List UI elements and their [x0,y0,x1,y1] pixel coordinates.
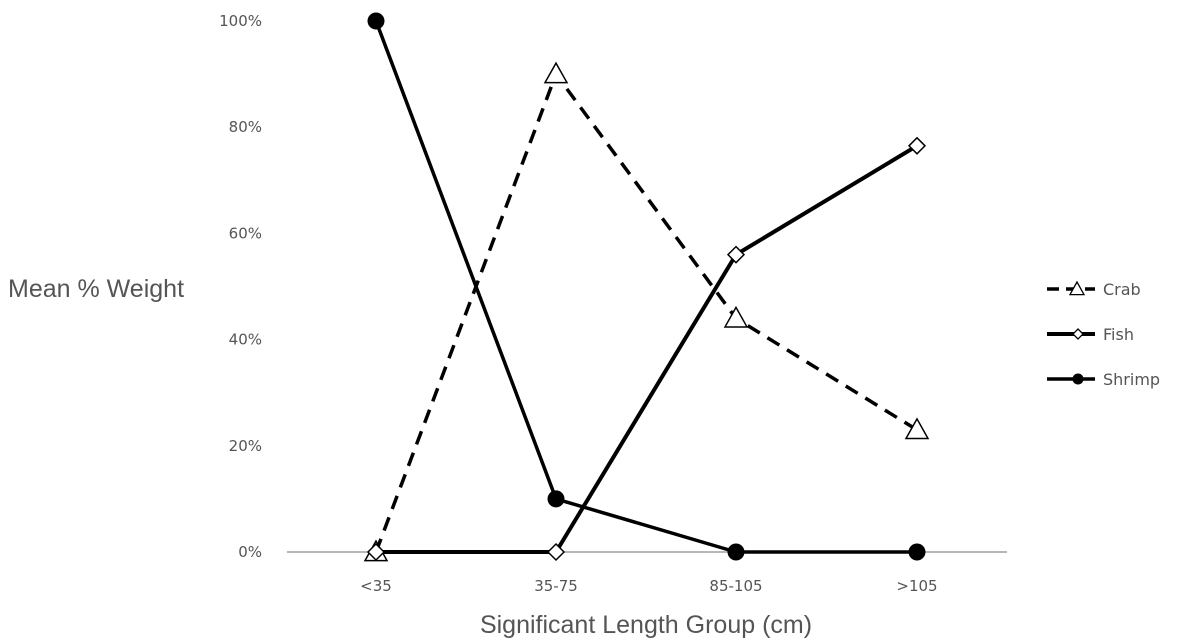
legend-marker [1068,280,1086,296]
legend-item-fish: Fish [1047,325,1134,344]
data-point-crab [723,305,749,328]
legend-item-crab: Crab [1047,280,1141,299]
data-point-shrimp [727,543,745,561]
y-tick-label: 40% [229,331,262,349]
y-tick-label: 20% [229,437,262,455]
y-tick-label: 80% [229,118,262,136]
data-point-crab [543,61,569,84]
y-tick-label: 0% [238,543,262,561]
y-tick-label: 60% [229,224,262,242]
x-axis-tick-labels: <35 35-75 85-105 >105 [360,577,937,595]
data-point-shrimp [367,12,385,30]
legend-item-shrimp: Shrimp [1047,370,1160,389]
x-tick-label: 35-75 [534,577,578,595]
series-shrimp [367,12,926,561]
x-tick-label: 85-105 [709,577,762,595]
series-line-crab [374,72,918,553]
data-point-fish [546,542,566,562]
data-point-fish [907,136,927,155]
legend-label: Shrimp [1103,370,1160,389]
data-point-shrimp [547,490,565,508]
legend-label: Fish [1103,325,1134,344]
data-point-fish [726,245,746,264]
data-point-crab [904,417,930,440]
series-fish [366,136,927,562]
y-tick-label: 100% [219,12,262,30]
x-tick-label: >105 [896,577,937,595]
y-axis-title: Mean % Weight [8,275,184,303]
series-crab [363,61,930,562]
x-axis-title: Significant Length Group (cm) [480,611,812,639]
data-point-shrimp [908,543,926,561]
legend-label: Crab [1103,280,1141,299]
series-layer [363,12,930,562]
legend-marker [1072,373,1084,385]
legend: Crab Fish Shrimp [1047,280,1160,389]
x-tick-label: <35 [360,577,392,595]
y-axis-tick-labels: 0% 20% 40% 60% 80% 100% [219,12,262,561]
series-line-shrimp [374,20,917,554]
series-line-fish [376,144,919,554]
data-point-fish [366,542,386,562]
legend-marker [1072,328,1084,340]
